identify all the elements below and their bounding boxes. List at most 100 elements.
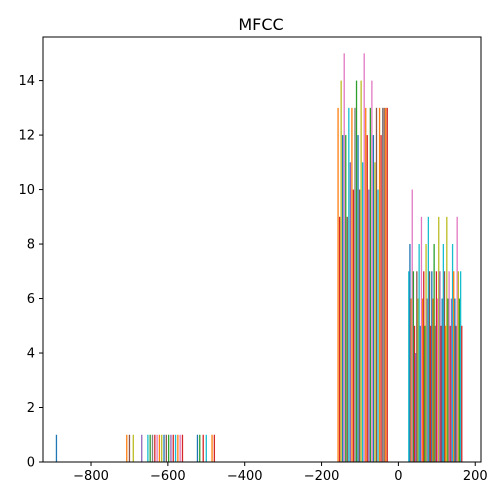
histogram-bar xyxy=(451,299,452,462)
histogram-bar xyxy=(354,108,355,462)
histogram-bar xyxy=(353,190,354,462)
histogram-bar xyxy=(133,435,134,462)
histogram-bar xyxy=(342,135,343,462)
histogram-bar xyxy=(455,326,456,462)
y-tick-label: 14 xyxy=(18,74,35,89)
histogram-bar xyxy=(444,271,445,462)
histogram-bar xyxy=(379,108,380,462)
histogram-bar xyxy=(385,108,386,462)
histogram-bar xyxy=(452,244,453,462)
histogram-bar xyxy=(428,217,429,462)
histogram-bar xyxy=(161,435,162,462)
histogram-bar xyxy=(348,108,349,462)
histogram-bar xyxy=(414,326,415,462)
histogram-bar xyxy=(436,271,437,462)
histogram-bar xyxy=(438,217,439,462)
histogram-bar xyxy=(421,217,422,462)
histogram-bar xyxy=(409,244,410,462)
histogram-bar xyxy=(380,135,381,462)
y-tick-label: 6 xyxy=(27,292,35,307)
histogram-bar xyxy=(211,435,212,462)
histogram-bar xyxy=(373,135,374,462)
histogram-bar xyxy=(365,108,366,462)
histogram-bar xyxy=(430,326,431,462)
histogram-bar xyxy=(433,244,434,462)
histogram-bar xyxy=(199,435,200,462)
histogram-bar xyxy=(440,326,441,462)
y-tick-label: 8 xyxy=(27,238,35,253)
histogram-bar xyxy=(408,271,409,462)
histogram-bar xyxy=(382,108,383,462)
histogram-bar xyxy=(457,217,458,462)
histogram-bar xyxy=(362,162,363,462)
histogram-bar xyxy=(446,217,447,462)
histogram-bar xyxy=(156,435,157,462)
histogram-bar xyxy=(203,435,204,462)
histogram-bar xyxy=(126,435,127,462)
histogram-bar xyxy=(364,53,365,462)
histogram-bar xyxy=(339,217,340,462)
histogram-bar xyxy=(180,435,181,462)
histogram-bar xyxy=(454,299,455,462)
histogram-bar xyxy=(370,108,371,462)
histogram-bar xyxy=(175,435,176,462)
histogram-bar xyxy=(412,190,413,462)
histogram-bar xyxy=(182,435,183,462)
y-tick-label: 2 xyxy=(27,401,35,416)
histogram-bar xyxy=(435,326,436,462)
histogram-bar xyxy=(173,435,174,462)
histogram-bar xyxy=(410,299,411,462)
histogram-bar xyxy=(453,271,454,462)
histogram-bar xyxy=(420,326,421,462)
histogram-bar xyxy=(416,271,417,462)
histogram-bar xyxy=(437,299,438,462)
histogram-bar xyxy=(387,108,388,462)
histogram-bar xyxy=(439,271,440,462)
histogram-bar xyxy=(150,435,151,462)
y-tick-label: 12 xyxy=(18,129,35,144)
histogram-bar xyxy=(170,435,171,462)
histogram-bar xyxy=(417,299,418,462)
histogram-bar xyxy=(376,108,377,462)
histogram-bar xyxy=(56,435,57,462)
histogram-bar xyxy=(445,326,446,462)
histogram-bar xyxy=(129,435,130,462)
histogram-bar xyxy=(425,244,426,462)
histogram-bar xyxy=(422,299,423,462)
histogram-bar xyxy=(448,271,449,462)
histogram-bar xyxy=(367,135,368,462)
chart-title: MFCC xyxy=(238,15,283,34)
histogram-bar xyxy=(431,271,432,462)
histogram-bar xyxy=(424,326,425,462)
x-tick-label: 200 xyxy=(463,469,488,484)
histogram-bar xyxy=(341,81,342,462)
histogram-bar xyxy=(357,135,358,462)
histogram-bar xyxy=(423,271,424,462)
histogram-bar xyxy=(337,108,338,462)
histogram-bar xyxy=(461,326,462,462)
histogram-bar xyxy=(356,81,357,462)
histogram-bar xyxy=(159,435,160,462)
x-tick-label: 0 xyxy=(394,469,402,484)
histogram-bar xyxy=(450,326,451,462)
histogram-bar xyxy=(359,190,360,462)
histogram-bar xyxy=(154,435,155,462)
x-tick-label: −600 xyxy=(150,469,186,484)
histogram-bar xyxy=(368,190,369,462)
histogram-bar xyxy=(442,299,443,462)
histogram-bar xyxy=(345,135,346,462)
histogram-bar xyxy=(384,108,385,462)
histogram-bar xyxy=(168,435,169,462)
histogram-bar xyxy=(141,435,142,462)
histogram-bar xyxy=(415,353,416,462)
histogram-bar xyxy=(371,81,372,462)
histogram-bar xyxy=(427,299,428,462)
histogram-bar xyxy=(459,299,460,462)
histogram-bar xyxy=(360,81,361,462)
histogram-bar xyxy=(214,435,215,462)
histogram-bar xyxy=(177,435,178,462)
histogram-bar xyxy=(344,53,345,462)
x-tick-label: −200 xyxy=(304,469,340,484)
histogram-bar xyxy=(432,299,433,462)
histogram-bar xyxy=(197,435,198,462)
